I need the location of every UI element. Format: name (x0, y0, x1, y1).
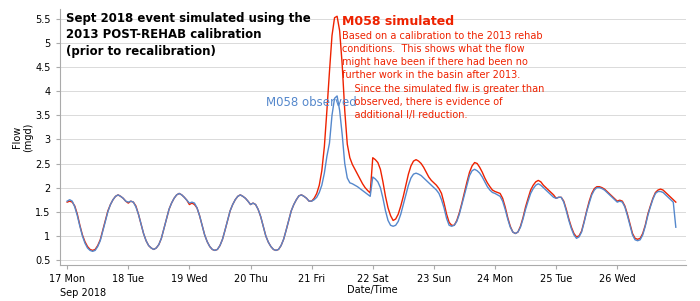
Text: Based on a calibration to the 2013 rehab
conditions.  This shows what the flow
m: Based on a calibration to the 2013 rehab… (342, 31, 545, 120)
Text: M058 observed: M058 observed (266, 96, 356, 110)
Text: M058 simulated: M058 simulated (342, 15, 454, 28)
Text: Sept 2018 event simulated using the
2013 POST-REHAB calibration
(prior to recali: Sept 2018 event simulated using the 2013… (66, 12, 311, 57)
X-axis label: Date/Time: Date/Time (347, 285, 398, 295)
Text: Sep 2018: Sep 2018 (60, 288, 106, 298)
Y-axis label: Flow
(mgd): Flow (mgd) (12, 122, 34, 152)
